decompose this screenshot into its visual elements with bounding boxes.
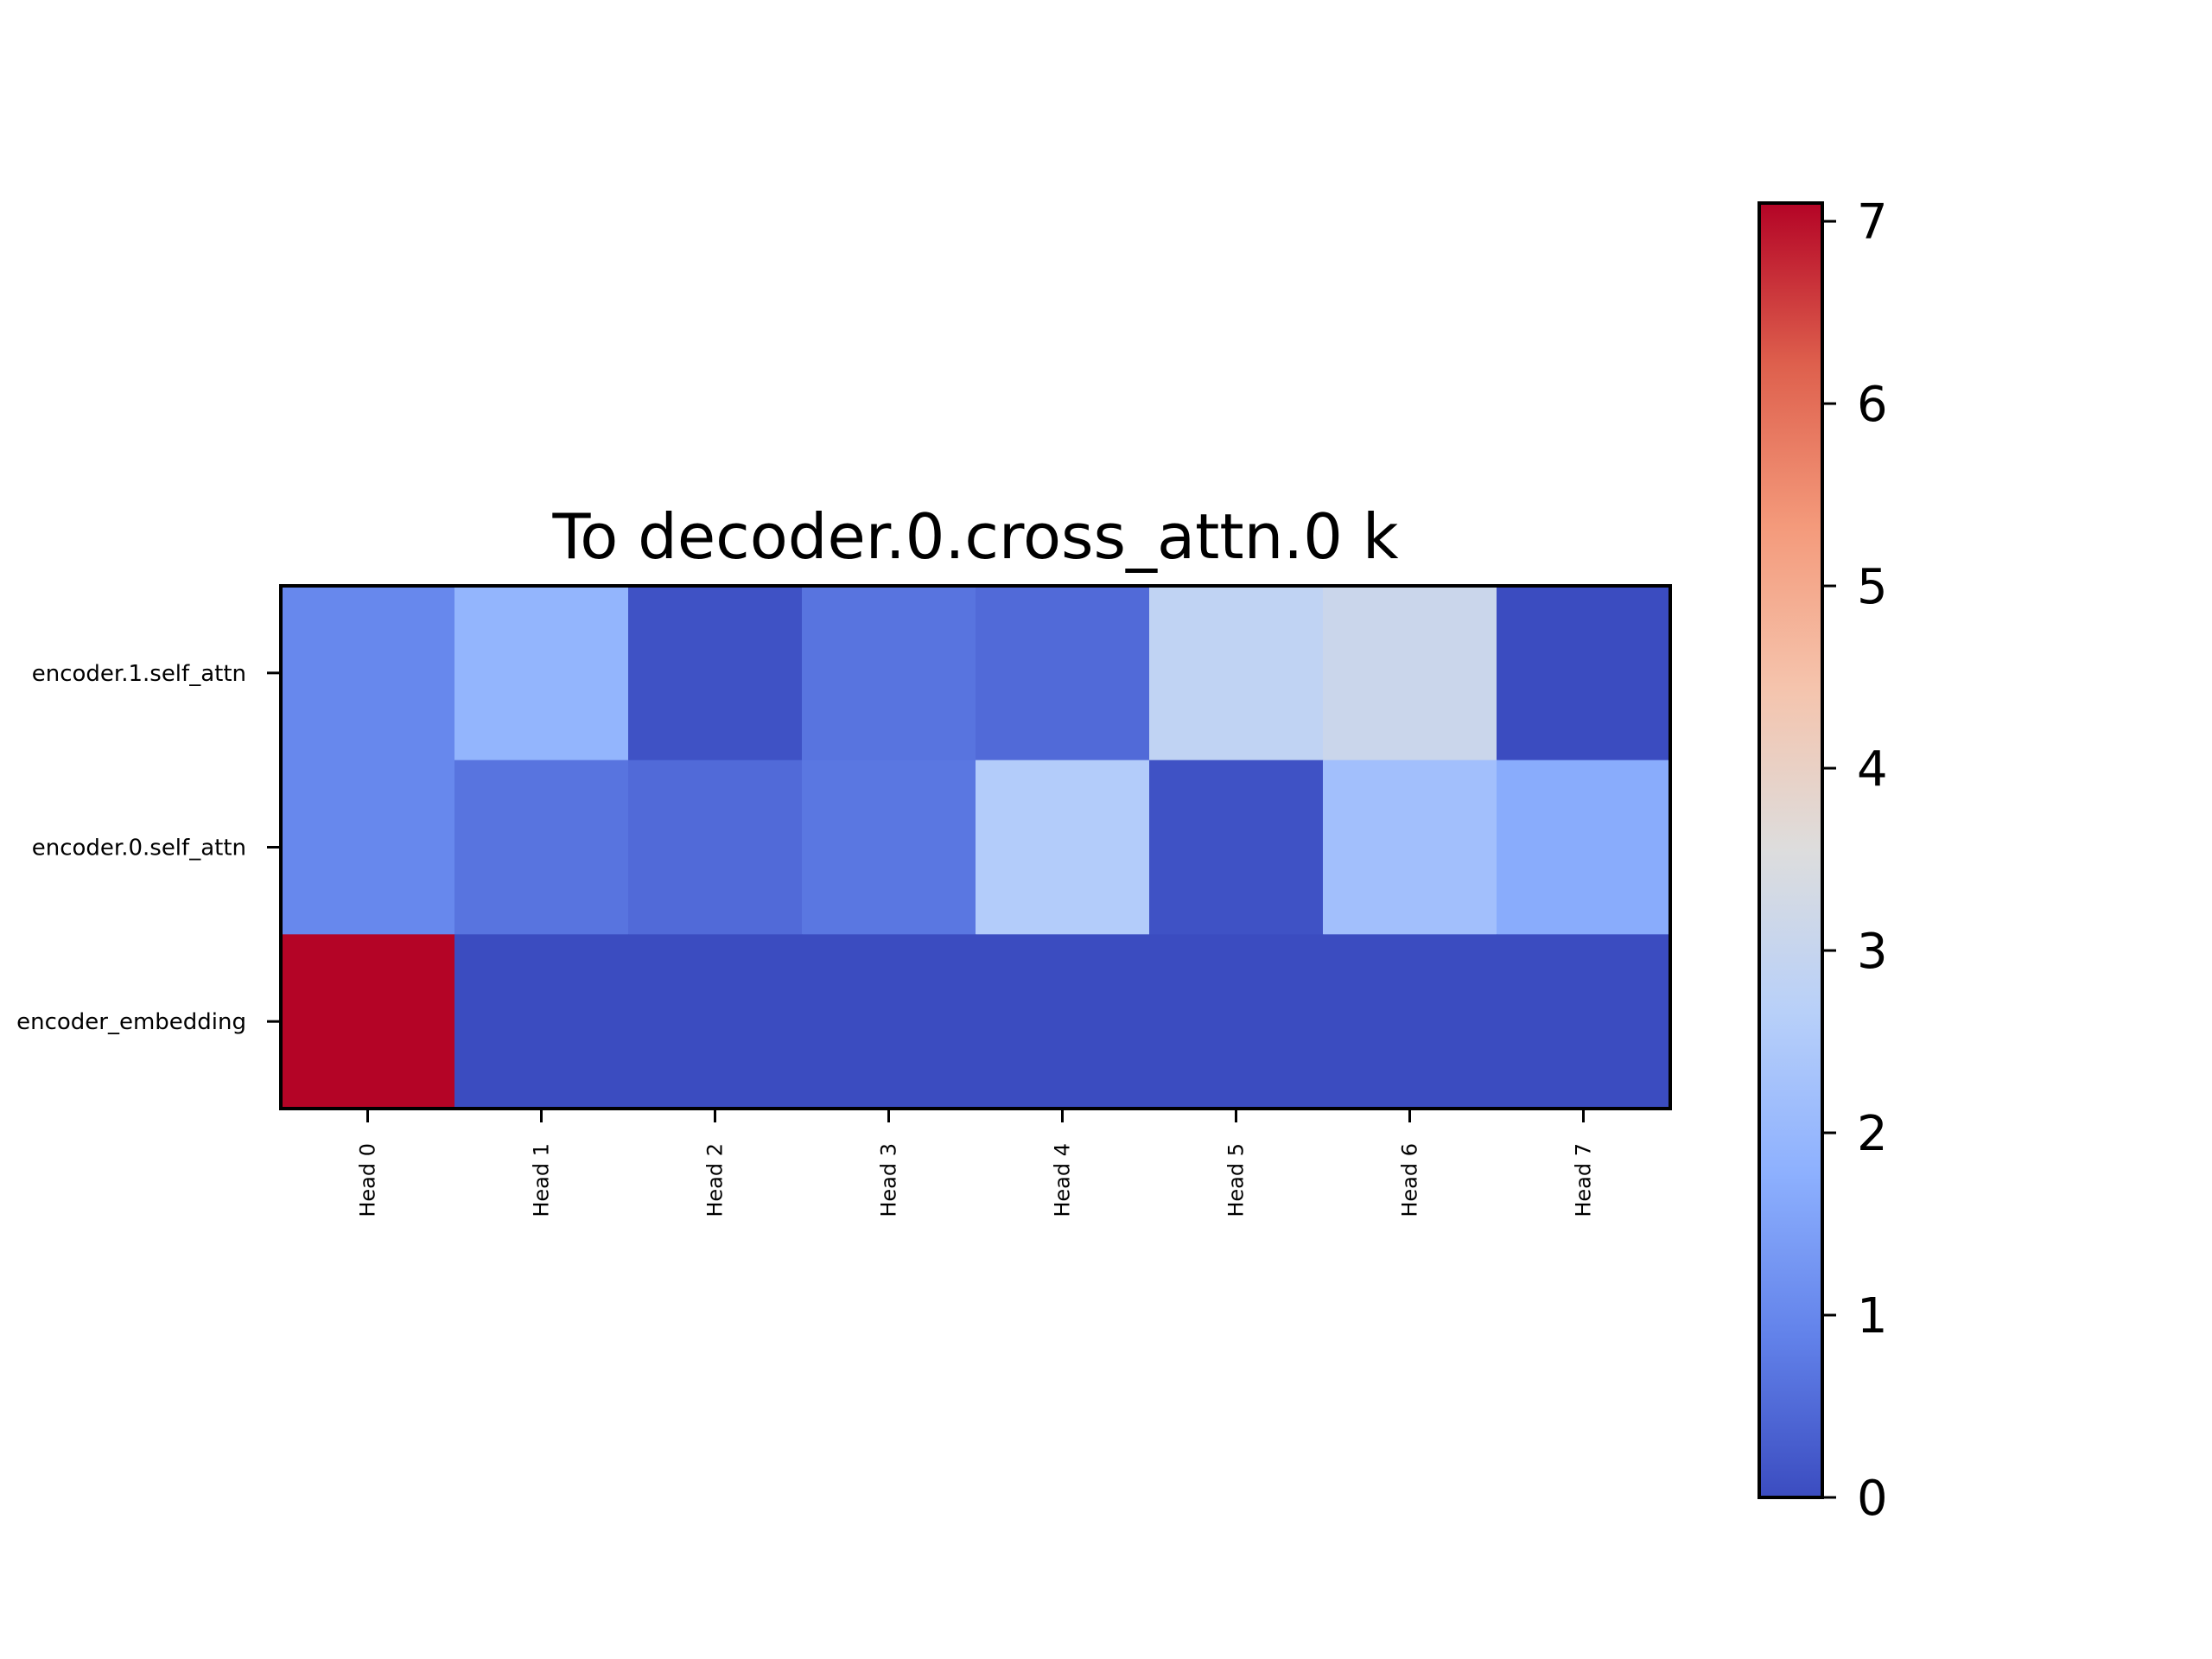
heatmap-cell — [976, 760, 1150, 935]
heatmap-cell — [1323, 934, 1497, 1109]
colorbar-tick-label: 4 — [1857, 741, 1888, 798]
heatmap-cell — [281, 760, 455, 935]
heatmap-cell — [976, 586, 1150, 761]
heatmap-cell — [454, 586, 629, 761]
x-tick-label: Head 2 — [703, 1143, 728, 1217]
chart-title: To decoder.0.cross_attn.0 k — [551, 500, 1398, 573]
colorbar-ticks: 0 1 2 3 4 5 6 7 — [1822, 194, 1888, 1527]
y-axis-ticks: encoder.1.self_attn encoder.0.self_attnen… — [16, 661, 281, 1035]
heatmap-cell — [1149, 760, 1324, 935]
heatmap-cell — [281, 934, 455, 1109]
heatmap-cell — [454, 934, 629, 1109]
heatmap-cell — [1497, 760, 1671, 935]
heatmap-cell — [1323, 760, 1497, 935]
x-tick-label: Head 7 — [1572, 1143, 1596, 1217]
x-tick-label: Head 0 — [356, 1143, 380, 1217]
y-tick-label: encoder.1.self_attn — [32, 661, 246, 687]
x-tick-label: Head 1 — [530, 1143, 554, 1217]
colorbar-tick-label: 1 — [1857, 1288, 1888, 1344]
heatmap-cells — [281, 586, 1671, 1109]
y-tick-label: encoder_embedding — [16, 1009, 246, 1035]
heatmap-cell — [628, 760, 803, 935]
heatmap-cell — [802, 934, 976, 1109]
colorbar — [1758, 201, 1824, 1499]
heatmap-cell — [1323, 586, 1497, 761]
x-tick-label: Head 3 — [877, 1143, 901, 1217]
x-axis-ticks: Head 0 Head 1 Head 2 Head 3 Head 4 Head 5 Head… — [356, 1109, 1596, 1217]
colorbar-tick-label: 3 — [1857, 924, 1888, 980]
y-tick-label: encoder.0.self_attn — [32, 836, 246, 861]
heatmap-cell — [802, 586, 976, 761]
heatmap-cell — [976, 934, 1150, 1109]
heatmap-cell — [1149, 934, 1324, 1109]
x-tick-label: Head 5 — [1224, 1143, 1249, 1217]
heatmap-cell — [1149, 586, 1324, 761]
x-tick-label: Head 6 — [1398, 1143, 1422, 1217]
colorbar-tick-label: 7 — [1857, 194, 1888, 251]
heatmap-cell — [1497, 586, 1671, 761]
colorbar-tick-label: 6 — [1857, 377, 1888, 433]
colorbar-tick-label: 5 — [1857, 559, 1888, 615]
heatmap-cell — [1497, 934, 1671, 1109]
heatmap-cell — [628, 586, 803, 761]
colorbar-tick-label: 0 — [1857, 1471, 1888, 1527]
plot-frame — [279, 584, 1672, 1110]
heatmap-cell — [802, 760, 976, 935]
heatmap-cell — [628, 934, 803, 1109]
heatmap-cell — [281, 586, 455, 761]
heatmap-cell — [454, 760, 629, 935]
x-tick-label: Head 4 — [1051, 1143, 1075, 1217]
colorbar-tick-label: 2 — [1857, 1106, 1888, 1162]
